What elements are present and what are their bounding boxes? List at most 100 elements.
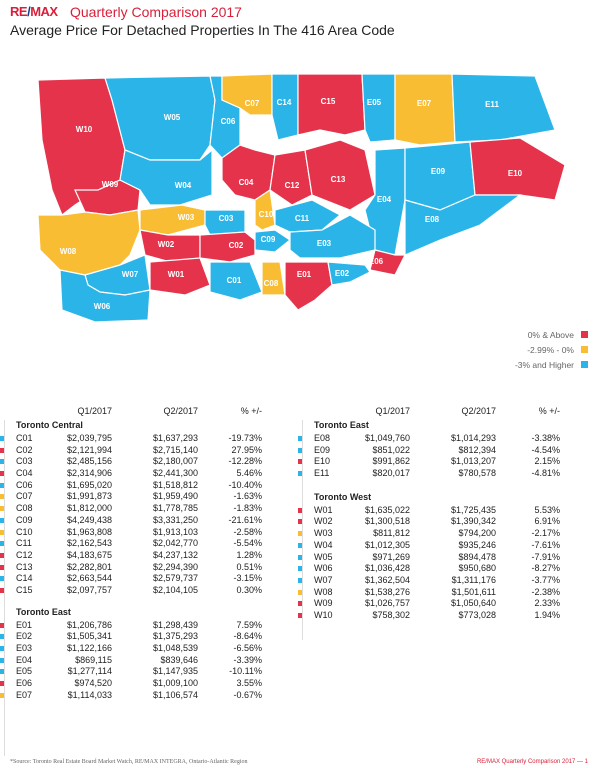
row-change: 0.51% bbox=[236, 561, 262, 572]
map-label-c11: C11 bbox=[295, 214, 310, 223]
table-row: C01 $2,039,795 $1,637,293 -19.73% bbox=[0, 433, 270, 445]
header-q2: Q2/2017 bbox=[163, 406, 198, 416]
row-code: E11 bbox=[314, 468, 330, 479]
row-code: E04 bbox=[16, 654, 33, 665]
row-code: E09 bbox=[314, 444, 331, 455]
legend-item: -3% and Higher bbox=[470, 357, 588, 372]
row-change: -0.67% bbox=[233, 689, 262, 700]
table-row: E03 $1,122,166 $1,048,539 -6.56% bbox=[0, 643, 270, 655]
row-q2: $839,646 bbox=[160, 654, 198, 665]
row-q2: $2,579,737 bbox=[152, 573, 198, 584]
map-label-w04: W04 bbox=[175, 181, 192, 190]
row-code: C14 bbox=[16, 573, 33, 584]
row-q2: $1,913,103 bbox=[152, 526, 198, 537]
row-swatch bbox=[0, 482, 5, 488]
map-region-w06 bbox=[59, 269, 151, 323]
row-change: -2.38% bbox=[531, 586, 560, 597]
map-region-c14 bbox=[271, 73, 299, 141]
row-q2: $2,042,770 bbox=[152, 538, 198, 549]
row-code: W06 bbox=[314, 563, 333, 574]
row-q2: $1,375,293 bbox=[152, 631, 198, 642]
row-q2: $1,501,611 bbox=[451, 586, 496, 597]
row-change: -2.58% bbox=[233, 526, 262, 537]
row-code: C01 bbox=[16, 433, 33, 443]
row-code: E06 bbox=[16, 678, 33, 689]
row-change: 1.28% bbox=[236, 549, 262, 560]
section-title: Toronto East bbox=[16, 606, 71, 617]
map-label-c06: C06 bbox=[221, 117, 236, 126]
row-q2: $2,104,105 bbox=[152, 584, 198, 595]
table-row: C13 $2,282,801 $2,294,390 0.51% bbox=[0, 561, 270, 574]
row-swatch bbox=[298, 554, 303, 560]
row-q2: $1,106,574 bbox=[152, 689, 198, 700]
header-q1: Q1/2017 bbox=[375, 406, 410, 416]
table-row: W03 $811,812 $794,200 -2.17% bbox=[298, 528, 568, 540]
row-code: W01 bbox=[314, 504, 333, 515]
row-q1: $974,520 bbox=[74, 678, 112, 689]
map-label-w06: W06 bbox=[94, 302, 111, 311]
row-q1: $2,485,156 bbox=[66, 456, 112, 467]
map-region-c02 bbox=[199, 231, 256, 263]
row-q2: $2,294,390 bbox=[152, 561, 198, 572]
row-change: -2.17% bbox=[531, 528, 560, 539]
row-q2: $935,246 bbox=[458, 539, 496, 550]
table-right: Q1/2017 Q2/2017 % +/- Toronto East E08 $1,049… bbox=[298, 406, 568, 622]
row-swatch bbox=[0, 471, 5, 477]
row-q1: $1,049,760 bbox=[364, 433, 410, 443]
map-label-e04: E04 bbox=[377, 195, 392, 204]
row-q2: $1,959,490 bbox=[152, 491, 198, 502]
map-label-e06: E06 bbox=[369, 257, 384, 266]
row-q1: $1,206,786 bbox=[66, 619, 112, 630]
row-change: -19.73% bbox=[228, 433, 262, 443]
row-q1: $2,282,801 bbox=[66, 561, 112, 572]
row-q1: $811,812 bbox=[373, 528, 410, 539]
legend-swatch bbox=[581, 331, 588, 338]
map-label-c15: C15 bbox=[321, 97, 336, 106]
map-label-e10: E10 bbox=[508, 169, 523, 178]
table-row: C09 $4,249,438 $3,331,250 -21.61% bbox=[0, 515, 270, 527]
map-label-e09: E09 bbox=[431, 167, 446, 176]
map-label-e08: E08 bbox=[425, 215, 440, 224]
map-region-w04 bbox=[119, 148, 213, 206]
table-row: W04 $1,012,305 $935,246 -7.61% bbox=[298, 539, 568, 552]
map-label-w09: W09 bbox=[102, 180, 119, 189]
table-row: E11 $820,017 $780,578 -4.81% bbox=[298, 468, 568, 480]
row-swatch bbox=[0, 657, 5, 663]
row-q1: $851,022 bbox=[372, 444, 410, 455]
map-label-c03: C03 bbox=[219, 214, 234, 223]
row-q2: $1,050,640 bbox=[450, 598, 496, 609]
row-q1: $2,314,906 bbox=[66, 468, 112, 479]
row-change: -1.83% bbox=[233, 503, 262, 514]
row-change: -7.91% bbox=[531, 551, 560, 562]
map-label-w03: W03 bbox=[178, 213, 195, 222]
page-title: Quarterly Comparison 2017 bbox=[70, 4, 242, 20]
table-row: W07 $1,362,504 $1,311,176 -3.77% bbox=[298, 575, 568, 587]
table-row: C06 $1,695,020 $1,518,812 -10.40% bbox=[0, 479, 270, 492]
row-q2: $812,394 bbox=[458, 444, 496, 455]
row-swatch bbox=[0, 692, 5, 698]
row-q1: $1,695,020 bbox=[66, 479, 112, 490]
row-code: E07 bbox=[16, 689, 33, 700]
row-q2: $2,715,140 bbox=[152, 444, 198, 455]
row-q2: $950,680 bbox=[458, 563, 496, 574]
table-row: E10 $991,862 $1,013,207 2.15% bbox=[298, 456, 568, 468]
map-label-c09: C09 bbox=[261, 235, 276, 244]
table-row: C03 $2,485,156 $2,180,007 -12.28% bbox=[0, 456, 270, 468]
row-q2: $1,390,342 bbox=[450, 516, 496, 527]
map-label-e03: E03 bbox=[317, 239, 332, 248]
row-q1: $1,812,000 bbox=[66, 503, 112, 514]
row-swatch bbox=[0, 517, 5, 523]
row-change: 5.53% bbox=[534, 504, 560, 515]
row-q1: $2,039,795 bbox=[66, 433, 112, 443]
section-title: Toronto Central bbox=[16, 420, 83, 430]
map-region-e08 bbox=[404, 194, 522, 256]
row-q1: $2,121,994 bbox=[66, 444, 112, 455]
row-change: -4.54% bbox=[531, 444, 560, 455]
legend-swatch bbox=[581, 346, 588, 353]
row-code: C02 bbox=[16, 444, 33, 455]
page-subtitle: Average Price For Detached Properties In… bbox=[10, 22, 395, 38]
header-q1: Q1/2017 bbox=[77, 406, 112, 416]
row-swatch bbox=[0, 529, 5, 535]
row-q1: $991,862 bbox=[372, 456, 410, 467]
row-change: -7.61% bbox=[531, 539, 560, 550]
